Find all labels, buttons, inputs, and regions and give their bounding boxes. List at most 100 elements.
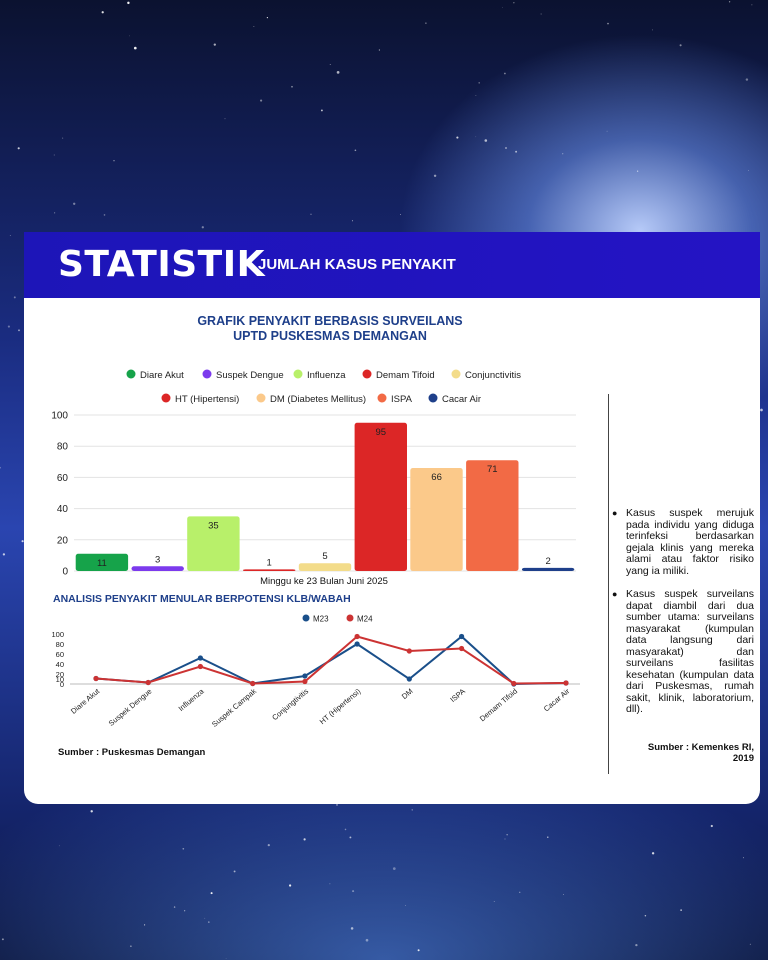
star	[201, 226, 204, 229]
star	[90, 810, 93, 813]
content-card: GRAFIK PENYAKIT BERBASIS SURVEILANS UPTD …	[24, 298, 760, 804]
data-point	[354, 633, 360, 640]
data-point	[354, 641, 360, 647]
y-tick-label: 60	[57, 473, 69, 484]
series-line-m24	[95, 635, 567, 685]
legend-label: DM (Diabetes Mellitus)	[270, 394, 366, 405]
bar-chart: GRAFIK PENYAKIT BERBASIS SURVEILANSUPTD …	[51, 314, 576, 587]
star	[288, 884, 292, 887]
star	[9, 235, 11, 236]
star	[506, 834, 508, 836]
y-tick-label: 40	[56, 660, 64, 669]
star	[130, 945, 132, 947]
star	[513, 2, 515, 4]
legend-swatch	[256, 393, 266, 403]
x-axis-label: Minggu ke 23 Bulan Juni 2025	[260, 576, 388, 587]
data-label: 35	[208, 520, 219, 531]
x-tick-label: DM	[400, 687, 415, 701]
data-point	[93, 675, 99, 682]
star	[562, 153, 564, 155]
legend-swatch	[346, 614, 354, 622]
star	[253, 26, 255, 27]
data-point	[511, 680, 517, 687]
star	[475, 136, 477, 138]
y-tick-label: 0	[60, 680, 64, 689]
star	[53, 154, 55, 156]
star	[0, 466, 1, 469]
star	[129, 35, 130, 37]
data-point	[406, 676, 412, 682]
star	[336, 71, 340, 74]
note-text: Kasus suspek surveilans dapat diambil da…	[626, 588, 754, 715]
data-label: 71	[487, 464, 498, 475]
note-item: ● Kasus suspek merujuk pada individu yan…	[612, 507, 754, 577]
star	[349, 836, 352, 839]
legend-swatch	[428, 393, 438, 403]
y-tick-label: 100	[51, 630, 64, 639]
star	[636, 170, 639, 172]
star	[475, 95, 477, 96]
source-left: Sumber : Puskesmas Demangan	[58, 747, 206, 758]
star	[710, 824, 713, 828]
star	[493, 901, 495, 902]
star	[101, 11, 104, 14]
bullet-icon: ●	[612, 508, 618, 518]
star	[144, 924, 146, 926]
y-tick-label: 10	[56, 675, 64, 684]
data-point	[406, 648, 412, 654]
data-point	[459, 633, 465, 640]
star	[751, 4, 753, 6]
chart-subtitle: UPTD PUSKESMAS DEMANGAN	[233, 329, 427, 343]
star	[742, 857, 745, 859]
star	[606, 130, 608, 132]
star	[749, 943, 751, 945]
star	[21, 540, 24, 543]
star	[213, 43, 216, 46]
star	[748, 170, 749, 172]
data-label: 95	[376, 427, 387, 438]
star	[224, 118, 226, 120]
notes-list: ● Kasus suspek merujuk pada individu yan…	[612, 507, 754, 728]
data-label: 2	[545, 556, 550, 567]
star	[635, 943, 638, 947]
data-point	[145, 679, 151, 686]
legend-label: Demam Tifoid	[376, 370, 435, 381]
data-label: 66	[431, 472, 442, 483]
legend-swatch	[202, 369, 212, 379]
star	[504, 146, 508, 150]
data-label: 1	[267, 557, 272, 568]
star	[208, 921, 210, 923]
legend-label: Diare Akut	[140, 370, 184, 381]
y-tick-label: 20	[57, 535, 69, 546]
star	[291, 85, 293, 88]
legend-label: Conjunctivitis	[465, 370, 521, 381]
legend-swatch	[377, 393, 387, 403]
data-label: 3	[155, 554, 160, 565]
star	[504, 72, 506, 75]
star	[127, 1, 130, 5]
bar-ht-hipertensi-	[354, 422, 407, 571]
star	[405, 905, 406, 906]
data-label: 5	[322, 551, 327, 562]
star	[54, 212, 56, 214]
star	[1, 938, 4, 941]
y-tick-label: 80	[56, 640, 64, 649]
legend-swatch	[126, 369, 136, 379]
y-tick-label: 40	[57, 504, 69, 515]
star	[456, 136, 459, 139]
star	[2, 553, 6, 556]
x-tick-label: Diare Akut	[69, 686, 102, 716]
star	[266, 17, 268, 19]
star	[182, 847, 185, 850]
legend-label: Cacar Air	[442, 394, 481, 405]
bar-suspek-dengue	[131, 566, 184, 571]
star	[563, 894, 564, 895]
data-point	[459, 645, 465, 652]
star	[365, 938, 369, 942]
legend-swatch	[161, 393, 171, 403]
line-chart-title: ANALISIS PENYAKIT MENULAR BERPOTENSI KLB…	[53, 593, 351, 605]
star	[303, 838, 306, 841]
star	[760, 408, 763, 412]
star	[103, 214, 106, 216]
